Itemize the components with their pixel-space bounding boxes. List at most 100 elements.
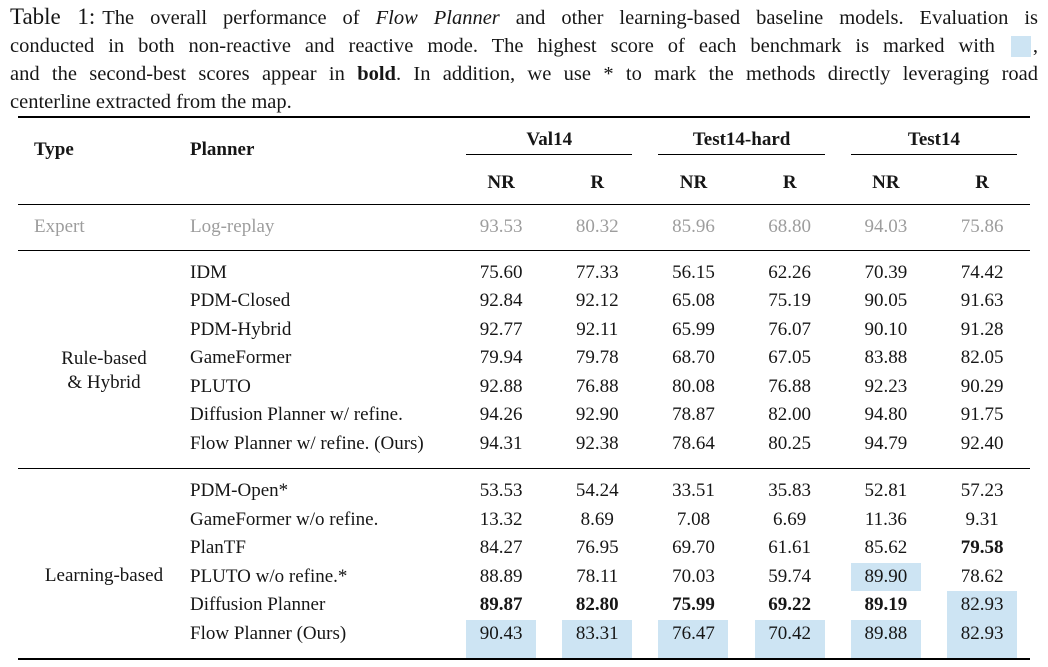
score-cell: 77.33 — [575, 261, 619, 283]
table-row: Diffusion Planner w/ refine. 94.26 92.90… — [18, 401, 1030, 430]
caption-text: The overall performance of — [102, 7, 376, 29]
planner-name: PDM-Closed — [190, 290, 291, 312]
score-cell: 6.69 — [773, 508, 807, 530]
col-header-type: Type — [34, 138, 74, 160]
score-cell: 91.63 — [960, 290, 1004, 312]
score-cell: 92.23 — [864, 375, 908, 397]
col-header-planner: Planner — [190, 138, 255, 160]
subheader-nr: NR — [487, 171, 515, 193]
score-cell: 70.42 — [754, 619, 825, 658]
caption-italic-flow-planner: Flow Planner — [375, 7, 500, 29]
score-cell: 65.08 — [672, 290, 715, 312]
score-cell: 90.05 — [864, 290, 908, 312]
table-row: Diffusion Planner 89.87 82.80 75.99 69.2… — [18, 591, 1030, 620]
table-row: PLUTO 92.88 76.88 80.08 76.88 92.23 90.2… — [18, 373, 1030, 402]
score-cell: 92.88 — [479, 375, 523, 397]
score-cell: 65.99 — [672, 318, 715, 340]
score-cell: 78.62 — [960, 565, 1004, 587]
score-cell: 89.87 — [479, 594, 523, 616]
table-row: Rule-based & Hybrid IDM 75.60 77.33 56.1… — [18, 250, 1030, 394]
rule-based-section: Rule-based & Hybrid IDM 75.60 77.33 56.1… — [18, 250, 1031, 469]
score-cell: 92.77 — [479, 318, 523, 340]
score-cell: 94.80 — [864, 404, 908, 426]
score-cell: 88.89 — [479, 565, 523, 587]
score-cell: 75.86 — [960, 216, 1004, 237]
type-cell-rule-based: Rule-based & Hybrid — [18, 250, 190, 469]
caption-text: centerline extracted from the map. — [10, 91, 292, 113]
score-cell: 90.43 — [466, 619, 537, 658]
planner-name: GameFormer — [190, 347, 292, 369]
planner-name: IDM — [190, 261, 227, 283]
table-row: PLUTO w/o refine.* 88.89 78.11 70.03 59.… — [18, 562, 1030, 591]
score-cell: 54.24 — [575, 480, 619, 502]
score-cell: 7.08 — [676, 508, 711, 530]
score-cell: 90.29 — [960, 375, 1004, 397]
score-cell: 68.80 — [768, 216, 812, 237]
subheader-r: R — [975, 171, 989, 193]
score-cell: 78.64 — [672, 433, 715, 454]
score-cell: 75.60 — [479, 261, 523, 283]
score-cell: 78.87 — [672, 404, 715, 426]
score-cell: 92.38 — [575, 433, 619, 454]
score-cell: 90.10 — [864, 318, 908, 340]
table-header: Type Planner Val14 Test14-hard Test14 NR… — [18, 117, 1031, 204]
planner-name: Flow Planner w/ refine. (Ours) — [190, 433, 424, 454]
table-row: Learning-based PDM-Open* 53.53 54.24 33.… — [18, 469, 1030, 585]
caption-text: , — [1032, 35, 1038, 57]
caption-line-4: centerline extracted from the map. — [10, 88, 1038, 116]
score-cell: 80.25 — [768, 433, 812, 454]
score-cell: 94.03 — [864, 216, 908, 237]
score-cell: 76.95 — [575, 537, 619, 559]
type-label-line: Rule-based — [61, 348, 147, 370]
score-cell: 79.78 — [575, 347, 619, 369]
table-row: GameFormer w/o refine. 13.32 8.69 7.08 6… — [18, 506, 1030, 535]
score-cell: 33.51 — [672, 480, 715, 502]
score-cell: 78.11 — [576, 565, 619, 587]
score-cell: 92.84 — [479, 290, 523, 312]
type-cell-learning-based: Learning-based — [18, 469, 190, 660]
score-cell: 35.83 — [768, 480, 812, 502]
table-row: PlanTF 84.27 76.95 69.70 61.61 85.62 79.… — [18, 534, 1030, 563]
table-row-expert: Expert Log-replay 93.53 80.32 85.96 68.8… — [18, 204, 1030, 250]
score-cell: 92.11 — [576, 318, 619, 340]
score-cell: 68.70 — [672, 347, 715, 369]
learning-based-section: Learning-based PDM-Open* 53.53 54.24 33.… — [18, 469, 1030, 660]
expert-section: Expert Log-replay 93.53 80.32 85.96 68.8… — [18, 204, 1031, 250]
planner-name: PlanTF — [190, 537, 246, 559]
caption-text: conducted in both non-reactive and react… — [10, 35, 1009, 57]
score-cell: 94.26 — [479, 404, 523, 426]
score-cell: 84.27 — [479, 537, 523, 559]
subheader-nr: NR — [679, 171, 708, 193]
score-cell: 92.40 — [960, 433, 1004, 454]
score-cell: 83.88 — [864, 347, 908, 369]
subheader-r: R — [782, 171, 797, 193]
score-cell: 92.12 — [575, 290, 619, 312]
score-cell: 76.07 — [768, 318, 812, 340]
score-cell: 85.96 — [672, 216, 715, 237]
score-cell: 91.75 — [960, 404, 1004, 426]
planner-name: Log-replay — [190, 216, 275, 237]
group-underline — [466, 154, 633, 155]
caption-line-3: and the second-best scores appear in bol… — [10, 60, 1038, 88]
score-cell: 76.88 — [768, 375, 812, 397]
score-cell: 52.81 — [864, 480, 908, 502]
score-cell: 80.32 — [575, 216, 619, 237]
planner-name: Diffusion Planner — [190, 594, 326, 616]
results-table: Type Planner Val14 Test14-hard Test14 NR… — [18, 116, 1031, 660]
score-cell: 57.23 — [960, 480, 1004, 502]
score-cell: 74.42 — [960, 261, 1004, 283]
planner-name: PLUTO w/o refine.* — [190, 565, 348, 587]
header-row-groups: Type Planner Val14 Test14-hard Test14 — [18, 117, 1030, 160]
header-row-sub: NR R NR R NR R — [18, 155, 1030, 204]
score-cell: 82.93 — [947, 591, 1018, 620]
score-cell: 89.19 — [864, 594, 908, 616]
score-cell: 82.80 — [575, 594, 619, 616]
score-cell: 82.93 — [947, 619, 1018, 658]
score-cell: 83.31 — [562, 619, 633, 658]
score-cell: 75.99 — [672, 594, 715, 616]
planner-name: PDM-Hybrid — [190, 318, 292, 340]
caption-text: . In addition, we use * to mark the meth… — [395, 63, 1038, 85]
table-row: PDM-Hybrid 92.77 92.11 65.99 76.07 90.10… — [18, 316, 1030, 345]
score-cell: 82.00 — [768, 404, 812, 426]
